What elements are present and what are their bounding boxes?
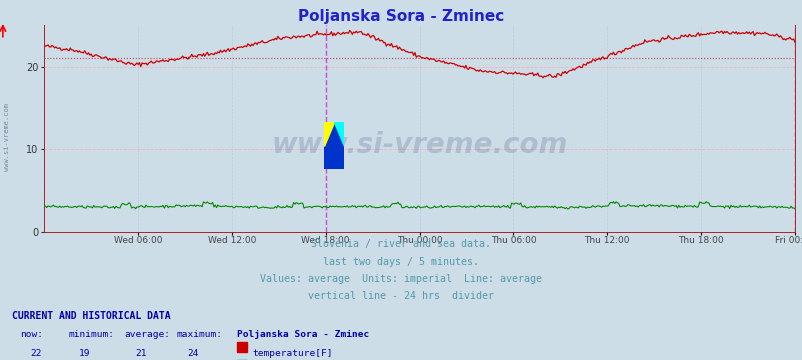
- Text: minimum:: minimum:: [68, 330, 114, 339]
- Text: 19: 19: [79, 349, 90, 358]
- Text: www.si-vreme.com: www.si-vreme.com: [271, 131, 567, 159]
- Polygon shape: [323, 122, 334, 146]
- Text: last two days / 5 minutes.: last two days / 5 minutes.: [323, 257, 479, 267]
- Polygon shape: [334, 122, 343, 146]
- Text: CURRENT AND HISTORICAL DATA: CURRENT AND HISTORICAL DATA: [12, 311, 171, 321]
- Text: Poljanska Sora - Zminec: Poljanska Sora - Zminec: [298, 9, 504, 24]
- Text: maximum:: maximum:: [176, 330, 222, 339]
- Text: www.si-vreme.com: www.si-vreme.com: [4, 103, 10, 171]
- Text: Slovenia / river and sea data.: Slovenia / river and sea data.: [311, 239, 491, 249]
- Text: Poljanska Sora - Zminec: Poljanska Sora - Zminec: [237, 330, 369, 339]
- Text: 24: 24: [187, 349, 198, 358]
- Text: Values: average  Units: imperial  Line: average: Values: average Units: imperial Line: av…: [260, 274, 542, 284]
- Text: 21: 21: [135, 349, 146, 358]
- Text: vertical line - 24 hrs  divider: vertical line - 24 hrs divider: [308, 291, 494, 301]
- Polygon shape: [323, 122, 343, 169]
- Text: 22: 22: [30, 349, 42, 358]
- Text: now:: now:: [20, 330, 43, 339]
- Text: average:: average:: [124, 330, 170, 339]
- Text: temperature[F]: temperature[F]: [252, 349, 332, 358]
